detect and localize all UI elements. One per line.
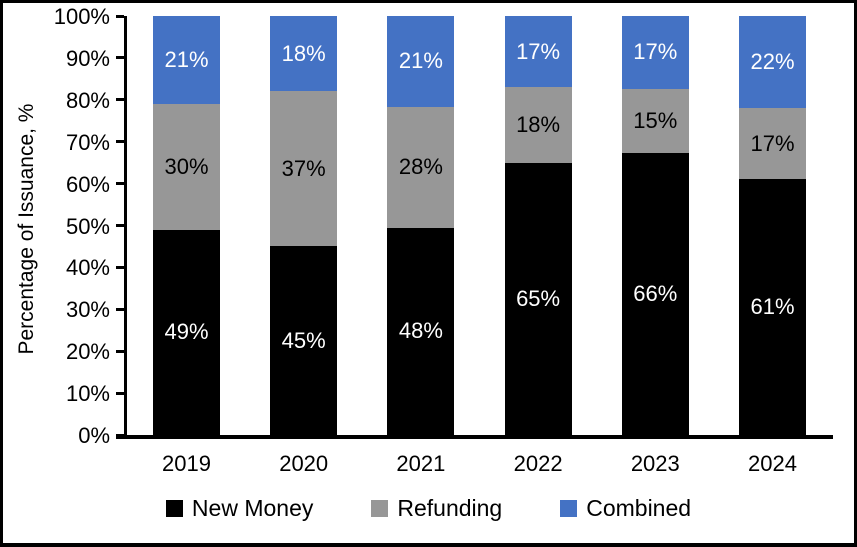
legend-marker-icon xyxy=(165,500,183,517)
x-tick-label-2019: 2019 xyxy=(162,451,211,476)
y-tick-label: 70% xyxy=(65,129,110,155)
legend-item-new-money: New Money xyxy=(165,495,314,522)
data-label: 61% xyxy=(750,294,795,320)
y-tick-label: 90% xyxy=(65,45,110,71)
bar-segment-combined: 18% xyxy=(270,16,338,92)
y-tick-label: 50% xyxy=(65,213,110,239)
bar-segment-new-money: 49% xyxy=(153,229,220,435)
data-label: 17% xyxy=(750,130,795,156)
x-tick-label-2021: 2021 xyxy=(396,451,446,476)
y-tick-mark xyxy=(116,349,124,353)
y-tick-mark xyxy=(116,56,124,60)
y-tick-label: 40% xyxy=(65,255,110,281)
y-tick-mark xyxy=(116,433,124,437)
data-label: 65% xyxy=(516,285,561,311)
data-label: 21% xyxy=(398,48,443,74)
bar-segment-refunding: 15% xyxy=(621,88,689,153)
x-tick-label-2020: 2020 xyxy=(279,451,329,476)
data-label: 45% xyxy=(281,327,326,353)
legend-label: New Money xyxy=(191,495,314,521)
bar-segment-refunding: 37% xyxy=(270,91,338,247)
bar-segment-refunding: 18% xyxy=(504,87,572,163)
legend: New Money Refunding Combined xyxy=(3,495,854,522)
data-label: 66% xyxy=(633,280,678,306)
data-label: 18% xyxy=(281,40,326,66)
bar-segment-new-money: 48% xyxy=(387,227,455,435)
y-tick-mark xyxy=(116,98,124,102)
y-tick-label: 80% xyxy=(65,87,110,113)
bar-segment-new-money: 45% xyxy=(270,246,338,435)
data-label: 30% xyxy=(164,153,209,179)
bar-segment-combined: 21% xyxy=(153,16,220,104)
bar-segment-combined: 21% xyxy=(387,16,455,107)
legend-marker-icon xyxy=(371,500,389,517)
y-tick-label: 0% xyxy=(78,423,110,448)
bar-segment-combined: 17% xyxy=(621,16,689,89)
bar-segment-refunding: 17% xyxy=(739,108,806,180)
bar-segment-combined: 22% xyxy=(739,16,806,109)
data-label: 48% xyxy=(398,318,443,344)
y-tick-label: 30% xyxy=(65,297,110,323)
data-label: 49% xyxy=(164,319,209,345)
bar-segment-new-money: 61% xyxy=(739,179,806,435)
y-tick-mark xyxy=(116,140,124,144)
bar-segment-refunding: 30% xyxy=(153,104,220,230)
legend-item-combined: Combined xyxy=(560,495,691,522)
data-label: 37% xyxy=(281,155,326,181)
data-label: 22% xyxy=(750,49,795,75)
data-label: 21% xyxy=(164,47,209,72)
bar-2023: 17% 15% 66% xyxy=(621,16,689,435)
bar-2020: 18% 37% 45% xyxy=(270,16,338,435)
data-label: 17% xyxy=(516,38,561,64)
y-tick-mark xyxy=(116,265,124,269)
data-label: 18% xyxy=(516,111,561,137)
y-tick-mark xyxy=(116,391,124,395)
bar-segment-combined: 17% xyxy=(504,16,572,88)
x-tick-label-2024: 2024 xyxy=(748,451,797,476)
legend-item-refunding: Refunding xyxy=(371,495,502,522)
legend-marker-icon xyxy=(560,500,578,517)
y-tick-label: 60% xyxy=(65,171,110,197)
legend-label: Combined xyxy=(586,495,692,521)
bar-2021: 21% 28% 48% xyxy=(387,16,455,435)
bar-2024: 22% 17% 61% xyxy=(739,16,806,435)
y-tick-label: 10% xyxy=(65,381,110,407)
x-tick-label-2022: 2022 xyxy=(513,451,563,476)
y-tick-mark xyxy=(116,307,124,311)
y-axis-line xyxy=(124,16,127,438)
data-label: 17% xyxy=(633,39,678,65)
x-tick-label-2023: 2023 xyxy=(630,451,680,476)
y-tick-label: 20% xyxy=(65,339,110,365)
y-tick-mark xyxy=(116,224,124,227)
bar-2022: 17% 18% 65% xyxy=(504,16,572,435)
y-tick-mark xyxy=(116,14,124,18)
data-label: 28% xyxy=(398,154,443,180)
x-axis-line xyxy=(116,435,833,439)
legend-label: Refunding xyxy=(397,495,503,521)
y-tick-label: 100% xyxy=(53,4,110,29)
bar-segment-new-money: 66% xyxy=(621,152,689,435)
bar-segment-new-money: 65% xyxy=(504,162,572,435)
y-tick-mark xyxy=(116,182,124,186)
bar-2019: 21% 30% 49% xyxy=(153,16,220,435)
bar-segment-refunding: 28% xyxy=(387,106,455,228)
data-label: 15% xyxy=(633,107,678,133)
